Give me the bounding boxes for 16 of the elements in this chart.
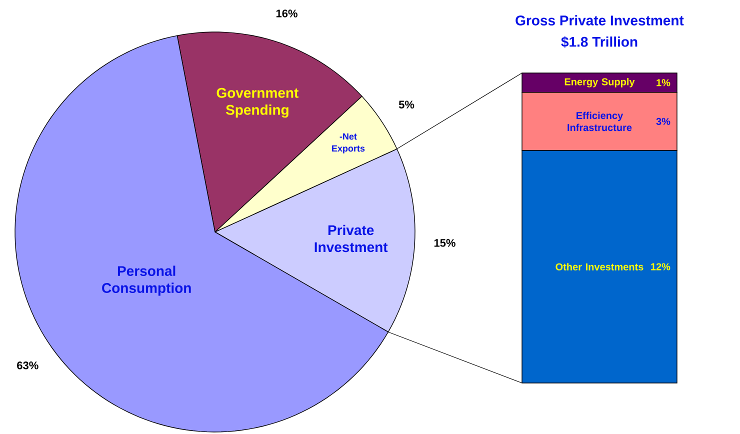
series-label: Efficiency Infrastructure [568, 112, 632, 132]
data-label: 3% [656, 118, 670, 125]
data-label: 63% [17, 362, 38, 370]
data-label: 12% [651, 263, 670, 270]
series-label: Energy Supply [564, 78, 635, 88]
slice-label: Private Investment [314, 224, 388, 252]
slice-label: -Net Exports [332, 133, 365, 154]
series-label: Other Investments [556, 263, 644, 270]
data-label: 16% [276, 10, 298, 18]
chart-subtitle: $1.8 Trillion [561, 36, 638, 48]
slice-label: Government Spending [216, 88, 298, 118]
chart-title: Gross Private Investment [516, 15, 684, 26]
data-label: 15% [434, 239, 456, 247]
data-label: 1% [656, 79, 670, 86]
data-label: 5% [398, 100, 414, 108]
slice-label: Personal Consumption [102, 266, 191, 296]
